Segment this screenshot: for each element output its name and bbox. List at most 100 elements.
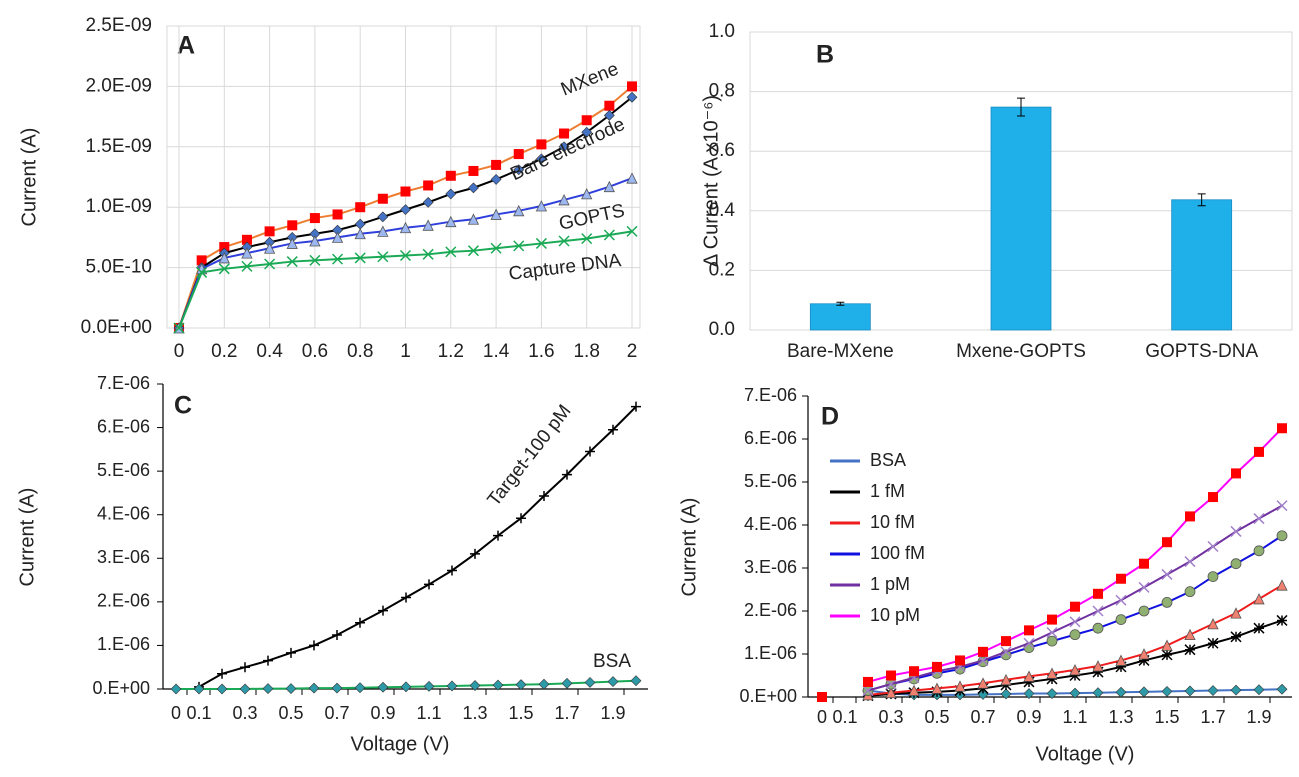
data-point [630,675,642,687]
x-tick-label: 0.1 [832,707,857,727]
data-point [309,254,321,266]
data-point [1138,686,1150,698]
data-point [977,677,989,689]
data-point [885,686,897,699]
data-point [1276,683,1288,695]
data-point [239,683,251,695]
data-point [1207,540,1219,553]
y-axis-title: Current (A) [678,498,700,597]
y-tick-label: 1.5E-09 [85,136,152,157]
data-point [446,680,458,692]
data-point [445,246,457,258]
data-point [1069,616,1081,628]
data-point [285,683,297,694]
data-point [331,231,344,243]
data-point [217,668,227,679]
y-tick-label: 6.E-06 [97,416,150,436]
series-label: Bare electrode [507,114,628,185]
data-point [423,180,434,191]
data-point [377,225,389,237]
data-point [885,678,897,690]
x-tick-label: 1.1 [416,703,441,723]
data-point [1276,500,1288,512]
data-point [263,242,276,254]
data-point [1000,688,1012,700]
data-point [309,235,321,247]
x-axis-title: Voltage (V) [351,733,450,755]
data-point [1253,545,1265,557]
x-tick-label: 0 [174,341,185,362]
x-tick-label: 0.3 [232,703,257,723]
x-tick-label: 1.5 [508,703,533,723]
data-point [886,670,896,681]
data-point [1023,676,1035,688]
y-tick-label: 5.E-06 [97,460,150,480]
data-point [1138,654,1150,666]
legend-label: 100 fM [870,543,925,563]
data-point [264,226,275,237]
data-point [1024,625,1034,636]
series-label: MXene [558,59,622,101]
data-point [354,252,366,264]
x-tick-label: 1.3 [1108,707,1133,727]
series-line [867,427,1283,683]
x-tick-label: 1.2 [438,341,464,362]
x-tick-label: 0.5 [924,707,949,727]
data-point [468,165,479,176]
data-point [1207,637,1219,649]
data-point [1092,666,1104,678]
data-point [287,220,298,231]
data-point [1139,558,1149,569]
data-point [399,221,412,234]
data-point [1253,684,1265,696]
data-point [1138,605,1150,617]
x-tick-label: 0 [171,703,181,723]
data-point [932,661,942,672]
data-point [468,182,479,194]
data-point [1093,588,1103,599]
y-tick-label: 1.0E-09 [85,196,152,217]
series-line [198,405,637,688]
y-tick-label: 0.6 [709,140,735,161]
data-point [1070,601,1080,612]
data-point [1230,684,1242,696]
legend-label: 10 pM [870,605,920,625]
data-point [1069,664,1081,676]
data-point [1138,648,1150,660]
data-point [1023,688,1035,699]
data-point [909,666,919,677]
data-point [309,640,319,651]
data-point [309,213,320,224]
data-point [558,235,570,247]
data-point [491,159,502,170]
x-tick-label: 2 [627,341,638,362]
data-point [1184,556,1196,568]
data-point [604,100,615,111]
data-point [308,682,320,694]
data-point [1046,667,1058,679]
x-tick-label: 1.9 [1246,707,1271,727]
x-tick-label: 1 [400,341,411,362]
data-point [196,255,207,266]
data-point [470,548,480,559]
x-tick-label: 0.2 [211,341,237,362]
data-point [513,240,525,252]
data-point [562,469,572,480]
data-point [977,654,989,666]
data-point [1046,673,1058,685]
data-point [513,164,525,176]
data-point [1253,622,1265,634]
data-point [354,227,366,240]
data-point [1092,605,1104,617]
data-point [332,629,342,640]
series-label: Capture DNA [508,250,623,285]
data-point [627,81,637,92]
series-label: GOPTS [557,200,626,234]
data-point [1023,670,1035,682]
data-point [559,128,570,139]
data-point [931,682,943,694]
data-point [1207,571,1219,582]
data-point [1231,468,1241,479]
data-point [469,680,481,691]
